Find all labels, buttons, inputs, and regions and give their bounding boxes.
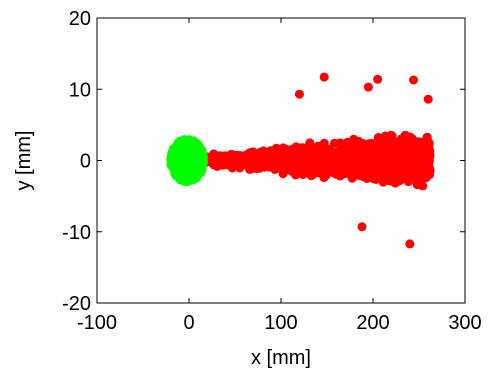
- scatter-point-red: [423, 94, 433, 104]
- scatter-point-red: [317, 164, 327, 174]
- scatter-point-green: [166, 151, 176, 161]
- y-tick-label: -10: [62, 222, 91, 244]
- scatter-point-green: [174, 171, 184, 181]
- scatter-point-red: [338, 151, 347, 161]
- scatter-point-red: [409, 75, 418, 85]
- scatter-point-red: [360, 146, 370, 156]
- scatter-point-green: [173, 146, 183, 156]
- scatter-point-red: [221, 158, 230, 168]
- scatter-point-red: [366, 173, 376, 182]
- scatter-point-red: [386, 130, 396, 140]
- scatter-point-red: [423, 144, 433, 154]
- scatter-point-red: [373, 133, 383, 142]
- scatter-point-green: [181, 138, 191, 148]
- scatter-point-red: [319, 72, 329, 82]
- scatter-point-red: [395, 176, 405, 186]
- scatter-point-red: [378, 149, 388, 159]
- scatter-point-red: [360, 161, 369, 171]
- scatter-point-red: [385, 157, 395, 167]
- scatter-point-red: [396, 158, 406, 167]
- scatter-point-red: [373, 74, 383, 84]
- scatter-point-red: [404, 157, 413, 167]
- scatter-point-red: [397, 144, 407, 154]
- scatter-point-red: [374, 170, 384, 180]
- scatter-points: [166, 72, 435, 249]
- y-tick-label: -20: [62, 293, 91, 315]
- scatter-point-red: [363, 82, 373, 92]
- scatter-point-red: [387, 170, 397, 180]
- scatter-point-red: [424, 163, 434, 173]
- x-tick-label: 0: [183, 312, 194, 334]
- scatter-point-red: [254, 150, 264, 160]
- x-axis-label: x [mm]: [251, 347, 311, 369]
- scatter-point-red: [294, 89, 304, 99]
- scatter-point-red: [330, 138, 339, 148]
- scatter-point-red: [328, 161, 338, 171]
- x-tick-label: 100: [264, 312, 297, 334]
- scatter-point-red: [262, 158, 272, 168]
- scatter-point-red: [206, 153, 216, 163]
- y-axis-label: y [mm]: [13, 131, 35, 191]
- scatter-point-red: [421, 136, 431, 146]
- y-tick-label: 0: [80, 151, 91, 173]
- y-tick-label: 20: [69, 8, 91, 30]
- scatter-point-red: [371, 158, 381, 168]
- scatter-point-green: [180, 166, 190, 176]
- scatter-point-red: [302, 149, 312, 159]
- scatter-point-red: [234, 154, 244, 164]
- scatter-point-red: [274, 163, 284, 173]
- scatter-point-red: [410, 150, 420, 160]
- scatter-point-red: [400, 130, 410, 140]
- scatter-point-red: [420, 151, 430, 161]
- scatter-point-red: [352, 170, 362, 180]
- scatter-point-red: [381, 138, 390, 148]
- scatter-point-red: [343, 137, 353, 147]
- scatter-point-green: [172, 158, 182, 168]
- x-tick-label: -100: [77, 312, 117, 334]
- scatter-point-red: [405, 239, 415, 249]
- y-tick-label: 10: [69, 79, 91, 101]
- scatter-point-red: [247, 164, 256, 174]
- scatter-point-red: [246, 155, 256, 165]
- scatter-point-red: [346, 145, 356, 155]
- scatter-point-red: [278, 143, 288, 153]
- x-tick-label: 300: [448, 312, 481, 334]
- scatter-point-red: [283, 154, 293, 164]
- x-tick-label: 200: [356, 312, 389, 334]
- scatter-point-red: [405, 167, 415, 177]
- scatter-point-green: [196, 145, 206, 155]
- scatter-point-red: [353, 147, 363, 157]
- scatter-point-red: [357, 222, 367, 232]
- scatter-point-green: [194, 163, 204, 173]
- scatter-point-green: [186, 171, 196, 181]
- scatter-point-green: [189, 156, 199, 166]
- scatter-point-red: [415, 177, 425, 187]
- scatter-point-red: [320, 149, 329, 159]
